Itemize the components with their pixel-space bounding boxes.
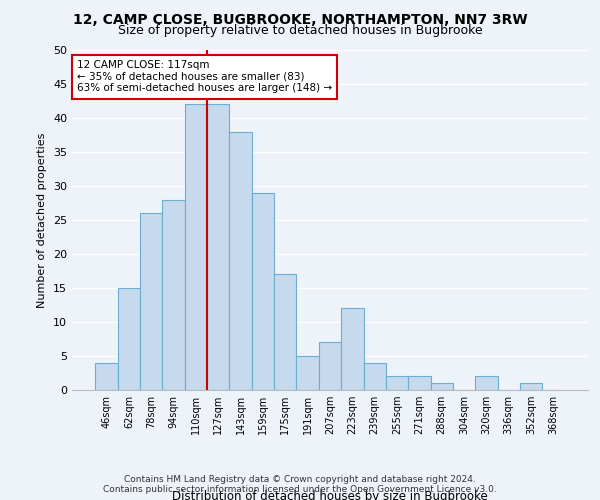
Bar: [163, 200, 185, 390]
Text: Contains HM Land Registry data © Crown copyright and database right 2024.
Contai: Contains HM Land Registry data © Crown c…: [103, 474, 497, 494]
Bar: [364, 363, 386, 390]
X-axis label: Distribution of detached houses by size in Bugbrooke: Distribution of detached houses by size …: [172, 490, 488, 500]
Bar: [118, 288, 140, 390]
Bar: [252, 193, 274, 390]
Text: 12, CAMP CLOSE, BUGBROOKE, NORTHAMPTON, NN7 3RW: 12, CAMP CLOSE, BUGBROOKE, NORTHAMPTON, …: [73, 12, 527, 26]
Y-axis label: Number of detached properties: Number of detached properties: [37, 132, 47, 308]
Text: 12 CAMP CLOSE: 117sqm
← 35% of detached houses are smaller (83)
63% of semi-deta: 12 CAMP CLOSE: 117sqm ← 35% of detached …: [77, 60, 332, 94]
Bar: [229, 132, 252, 390]
Bar: [207, 104, 229, 390]
Bar: [520, 383, 542, 390]
Bar: [140, 213, 163, 390]
Bar: [274, 274, 296, 390]
Bar: [386, 376, 408, 390]
Bar: [296, 356, 319, 390]
Bar: [341, 308, 364, 390]
Bar: [408, 376, 431, 390]
Bar: [319, 342, 341, 390]
Text: Size of property relative to detached houses in Bugbrooke: Size of property relative to detached ho…: [118, 24, 482, 37]
Bar: [185, 104, 207, 390]
Bar: [431, 383, 453, 390]
Bar: [95, 363, 118, 390]
Bar: [475, 376, 497, 390]
